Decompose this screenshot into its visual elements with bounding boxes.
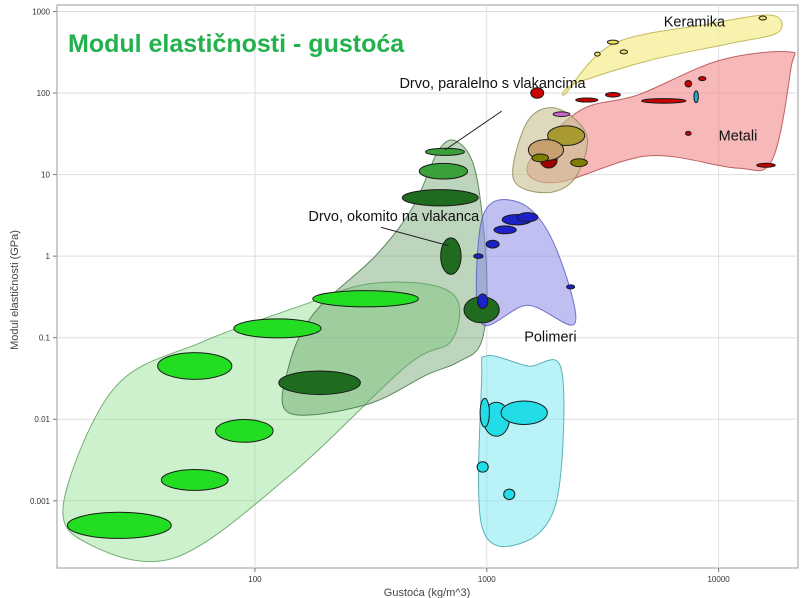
material-metals	[552, 111, 571, 117]
material-polymers	[476, 293, 489, 309]
material-elastomers	[503, 488, 516, 501]
material-wood	[401, 189, 479, 207]
material-foams	[312, 290, 419, 308]
chart-title: Modul elastičnosti - gustoća	[68, 30, 405, 58]
material-wood	[278, 370, 361, 396]
y-tick-label: 0.01	[34, 415, 50, 424]
y-tick-label: 10	[41, 171, 50, 180]
material-wood	[440, 237, 462, 275]
material-ceramics	[594, 51, 601, 57]
x-tick-label: 10000	[707, 575, 730, 584]
material-foams	[160, 469, 229, 491]
material-polymers	[566, 284, 576, 290]
annotation-leader	[444, 110, 503, 151]
annotation-leader	[380, 226, 449, 246]
material-foams	[215, 418, 274, 443]
y-tick-label: 100	[37, 89, 51, 98]
annotation-label: Drvo, paralelno s vlakancima	[399, 76, 586, 92]
material-foams	[66, 511, 172, 539]
material-ceramics	[619, 49, 629, 55]
material-elastomers	[500, 400, 548, 426]
envelope-ceramics	[562, 14, 783, 96]
y-tick-label: 1	[46, 252, 51, 261]
axis-ticks: 0.001 0.01 0.1 1 10 100 1000 100 1000 10000	[30, 7, 730, 584]
material-ellipses	[66, 15, 776, 539]
material-metals	[698, 76, 707, 82]
material-polymers	[516, 212, 539, 223]
envelope-metals	[526, 51, 796, 184]
annotations: Keramika Metali Polimeri Drvo, paralelno s …	[308, 15, 757, 346]
material-ceramics	[758, 15, 767, 21]
material-foams	[157, 352, 233, 380]
annotation-label: Drvo, okomito na vlakanca	[308, 209, 480, 225]
y-tick-label: 1000	[32, 7, 50, 16]
material-composites	[531, 153, 550, 163]
y-tick-label: 0.001	[30, 497, 51, 506]
material-elastomers	[479, 397, 490, 428]
x-tick-label: 100	[248, 575, 262, 584]
material-metals	[693, 90, 699, 104]
material-metals	[756, 162, 776, 168]
material-composites	[570, 158, 588, 168]
material-foams	[233, 318, 322, 339]
material-polymers	[493, 225, 517, 235]
material-wood	[424, 147, 465, 156]
material-metals	[641, 98, 687, 104]
material-composites	[547, 125, 586, 146]
annotation-label: Keramika	[664, 15, 726, 31]
material-polymers	[473, 253, 484, 259]
annotation-leaders	[380, 110, 503, 246]
material-metals	[684, 79, 693, 88]
annotation-label: Metali	[719, 129, 758, 145]
x-axis-label: Gustoća (kg/m^3)	[384, 587, 470, 598]
material-metals	[685, 130, 692, 136]
material-elastomers	[476, 461, 489, 473]
x-tick-label: 1000	[478, 575, 496, 584]
annotation-label: Polimeri	[524, 329, 576, 345]
material-metals	[530, 87, 545, 99]
material-polymers	[485, 239, 500, 249]
y-axis-label: Modul elastičnosti (GPa)	[9, 230, 21, 350]
y-tick-label: 0.1	[39, 334, 51, 343]
material-wood	[418, 162, 469, 180]
material-ceramics	[606, 39, 619, 45]
material-metals	[575, 97, 599, 103]
material-metals	[604, 92, 621, 98]
